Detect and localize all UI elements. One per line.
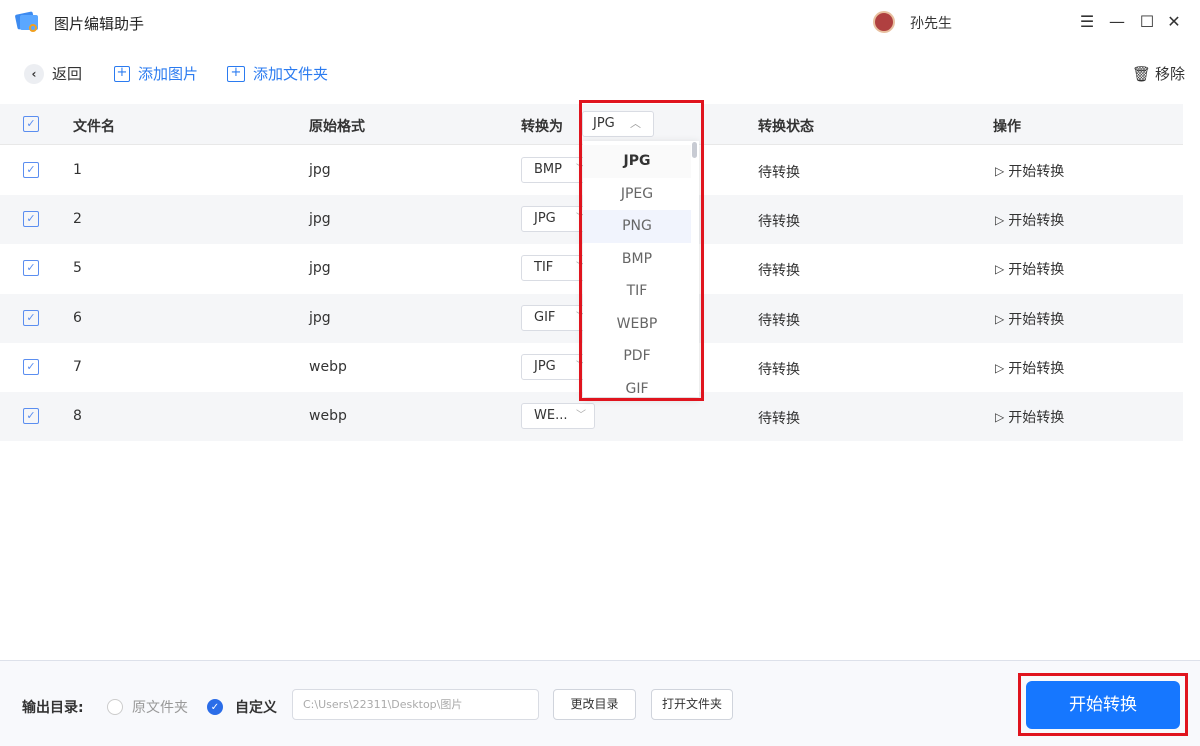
change-dir-button[interactable]: 更改目录 bbox=[553, 689, 636, 720]
custom-label[interactable]: 自定义 bbox=[235, 700, 277, 716]
original-format: jpg bbox=[309, 162, 331, 178]
dropdown-option[interactable]: TIF bbox=[626, 283, 648, 299]
table-row: ✓ 1 jpg BMP ﹀ 待转换 ▷ 开始转换 bbox=[0, 146, 1183, 195]
remove-label: 移除 bbox=[1155, 65, 1186, 83]
output-path-input[interactable]: C:\Users\22311\Desktop\图片 bbox=[292, 689, 539, 720]
back-button[interactable]: ‹ 返回 bbox=[24, 63, 82, 84]
header-action: 操作 bbox=[993, 119, 1021, 135]
dropdown-option[interactable]: PNG bbox=[583, 210, 691, 243]
header-status: 转换状态 bbox=[758, 119, 814, 135]
target-format-select[interactable]: TIF ﹀ bbox=[521, 255, 595, 282]
file-name: 5 bbox=[73, 260, 82, 277]
dropdown-option[interactable]: PDF bbox=[623, 348, 651, 364]
convert-status: 待转换 bbox=[758, 411, 800, 427]
original-format: jpg bbox=[309, 260, 331, 277]
original-format: webp bbox=[309, 408, 347, 424]
convert-status: 待转换 bbox=[758, 361, 800, 378]
format-dropdown: JPG JPEG PNG BMP TIF WEBP PDF GIF bbox=[583, 141, 699, 397]
original-folder-label[interactable]: 原文件夹 bbox=[132, 700, 188, 716]
row-checkbox[interactable]: ✓ bbox=[23, 309, 39, 326]
original-format: jpg bbox=[309, 211, 331, 228]
row-checkbox[interactable]: ✓ bbox=[23, 358, 39, 375]
start-row-convert-button[interactable]: ▷ 开始转换 bbox=[995, 262, 1065, 279]
add-folder-button[interactable]: + 添加文件夹 bbox=[227, 63, 328, 84]
dropdown-option[interactable]: BMP bbox=[621, 250, 653, 267]
play-icon: ▷ bbox=[995, 262, 1005, 277]
file-name: 2 bbox=[73, 211, 82, 228]
row-checkbox[interactable]: ✓ bbox=[23, 260, 39, 277]
play-icon: ▷ bbox=[995, 213, 1005, 228]
play-icon: ▷ bbox=[995, 410, 1005, 424]
chevron-up-icon: ︿ bbox=[630, 117, 641, 130]
convert-status: 待转换 bbox=[758, 312, 800, 329]
target-format-select[interactable]: JPG ﹀ bbox=[521, 206, 595, 233]
start-row-convert-button[interactable]: ▷ 开始转换 bbox=[995, 360, 1065, 377]
dropdown-option[interactable]: WEBP bbox=[616, 315, 658, 332]
output-label: 输出目录: bbox=[22, 700, 84, 716]
table-row: ✓ 7 webp JPG ﹀ 待转换 ▷ 开始转换 bbox=[0, 343, 1183, 392]
file-name: 6 bbox=[73, 309, 82, 326]
add-file-icon: + bbox=[114, 65, 130, 82]
play-icon: ▷ bbox=[995, 360, 1005, 375]
target-format-select[interactable]: JPG ﹀ bbox=[521, 353, 595, 380]
open-folder-button[interactable]: 打开文件夹 bbox=[651, 689, 733, 720]
table-row: ✓ 5 jpg TIF ﹀ 待转换 ▷ 开始转换 bbox=[0, 244, 1183, 293]
file-name: 8 bbox=[73, 408, 82, 424]
target-format-select[interactable]: WE... ﹀ bbox=[521, 403, 595, 429]
menu-icon[interactable]: ☰ bbox=[1079, 12, 1095, 31]
close-icon[interactable]: ✕ bbox=[1167, 12, 1181, 31]
start-row-convert-button[interactable]: ▷ 开始转换 bbox=[995, 213, 1065, 230]
trash-icon: 🗑 bbox=[1132, 64, 1152, 83]
play-icon: ▷ bbox=[995, 164, 1005, 178]
header-convert-to: 转换为 bbox=[521, 119, 563, 135]
radio-custom[interactable]: ✓ bbox=[207, 699, 223, 715]
start-row-convert-button[interactable]: ▷ 开始转换 bbox=[995, 164, 1065, 180]
file-name: 7 bbox=[73, 358, 82, 375]
dropdown-option[interactable]: GIF bbox=[625, 380, 649, 397]
convert-status: 待转换 bbox=[758, 263, 800, 280]
back-label: 返回 bbox=[52, 65, 83, 83]
start-row-convert-button[interactable]: ▷ 开始转换 bbox=[995, 311, 1065, 328]
app-title: 图片编辑助手 bbox=[54, 15, 145, 33]
minimize-icon[interactable]: — bbox=[1109, 12, 1125, 31]
chevron-down-icon: ﹀ bbox=[576, 410, 586, 421]
original-format: jpg bbox=[309, 309, 331, 326]
add-image-label: 添加图片 bbox=[138, 65, 199, 83]
chevron-left-icon: ‹ bbox=[24, 63, 44, 84]
radio-original[interactable] bbox=[107, 699, 123, 715]
start-convert-button[interactable]: 开始转换 bbox=[1026, 681, 1180, 729]
play-icon: ▷ bbox=[995, 311, 1005, 326]
start-row-convert-button[interactable]: ▷ 开始转换 bbox=[995, 410, 1065, 426]
header-filename: 文件名 bbox=[73, 119, 115, 135]
header-format: 原始格式 bbox=[309, 119, 365, 135]
row-checkbox[interactable]: ✓ bbox=[23, 211, 39, 228]
target-format-select[interactable]: BMP ﹀ bbox=[521, 157, 595, 183]
maximize-icon[interactable]: ☐ bbox=[1139, 12, 1155, 31]
file-name: 1 bbox=[73, 162, 82, 178]
add-folder-label: 添加文件夹 bbox=[253, 65, 329, 83]
add-folder-icon: + bbox=[227, 65, 245, 82]
app-logo-icon bbox=[14, 9, 40, 33]
convert-status: 待转换 bbox=[758, 165, 800, 181]
original-format: webp bbox=[309, 358, 347, 375]
avatar[interactable] bbox=[873, 11, 895, 33]
dropdown-option[interactable]: JPEG bbox=[620, 185, 654, 202]
select-all-checkbox[interactable]: ✓ bbox=[23, 116, 39, 132]
row-checkbox[interactable]: ✓ bbox=[23, 162, 39, 178]
add-image-button[interactable]: + 添加图片 bbox=[114, 63, 198, 84]
remove-button[interactable]: 🗑 移除 bbox=[1132, 63, 1185, 84]
user-name[interactable]: 孙先生 bbox=[910, 16, 952, 32]
bulk-format-select[interactable]: JPG ︿ bbox=[582, 111, 654, 137]
row-checkbox[interactable]: ✓ bbox=[23, 408, 39, 424]
table-row: ✓ 8 webp WE... ﹀ 待转换 ▷ 开始转换 bbox=[0, 392, 1183, 441]
convert-status: 待转换 bbox=[758, 214, 800, 231]
dropdown-option[interactable]: JPG bbox=[583, 145, 691, 178]
dropdown-scrollbar[interactable] bbox=[692, 142, 697, 158]
